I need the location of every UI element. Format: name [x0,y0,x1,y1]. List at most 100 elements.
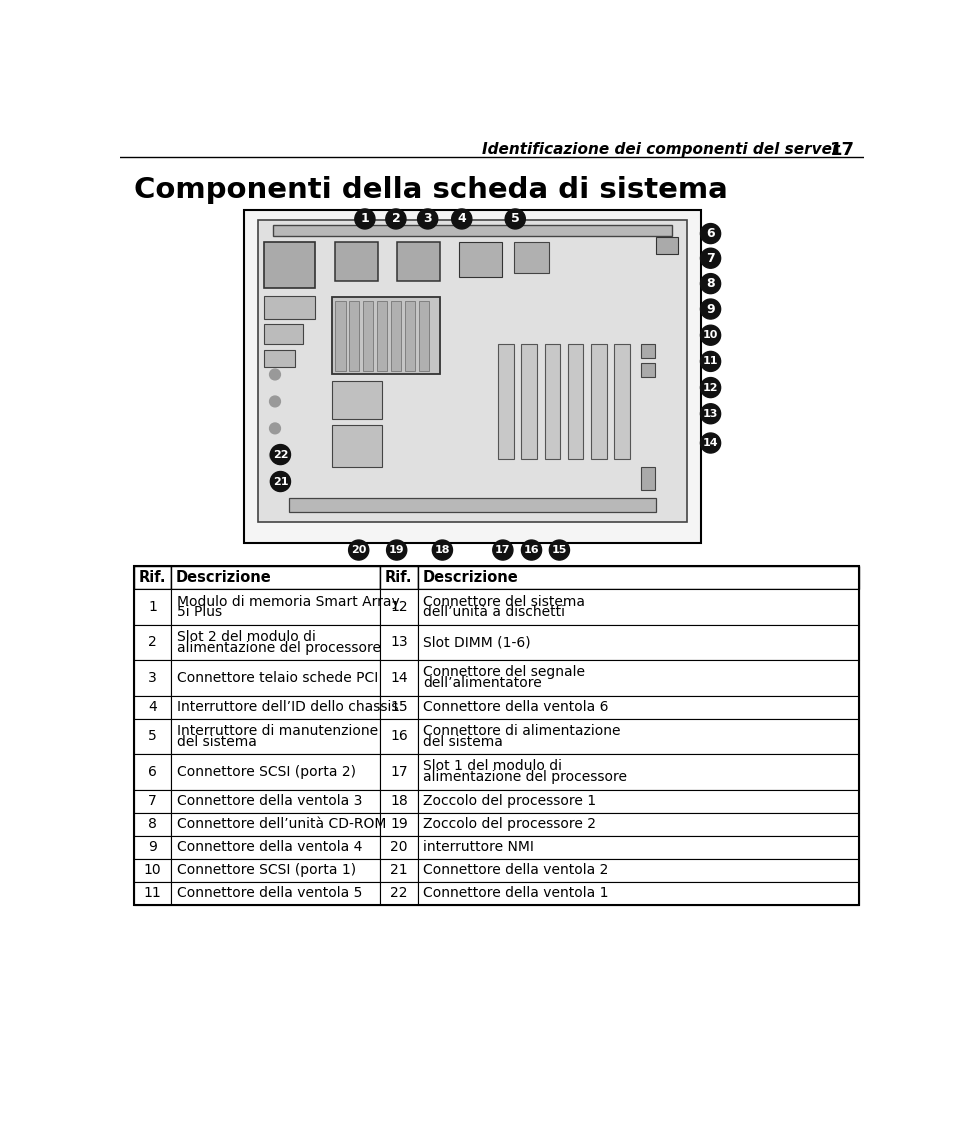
Text: alimentazione del processore: alimentazione del processore [423,770,627,784]
Circle shape [270,396,280,406]
Circle shape [701,273,721,294]
Circle shape [701,404,721,423]
Text: 10: 10 [703,330,718,340]
Circle shape [701,434,721,453]
Text: 10: 10 [144,864,161,877]
Text: 18: 18 [435,545,450,555]
Bar [134,719,171,754]
Text: del sistema: del sistema [177,735,256,749]
Bar [331,380,382,419]
Bar [641,363,655,377]
Text: Connettore della ventola 6: Connettore della ventola 6 [423,700,609,715]
Text: Connettore SCSI (porta 1): Connettore SCSI (porta 1) [177,864,356,877]
Bar [380,859,418,882]
Bar [134,625,171,660]
Text: Identificazione dei componenti del server: Identificazione dei componenti del serve… [482,142,840,157]
Bar [134,754,171,790]
Bar [392,300,401,371]
Text: 3: 3 [148,671,156,685]
Bar [349,300,359,371]
Text: Slot 2 del modulo di: Slot 2 del modulo di [177,630,316,644]
Bar [171,660,380,695]
Bar [498,344,514,460]
Bar [171,882,380,905]
Bar [418,625,859,660]
Bar [418,719,859,754]
Text: Connettore della ventola 1: Connettore della ventola 1 [423,887,609,900]
Text: interruttore NMI: interruttore NMI [423,840,534,855]
Bar [264,242,315,288]
Bar [134,660,171,695]
Bar [134,567,859,905]
Circle shape [270,369,280,380]
Text: 12: 12 [390,600,408,615]
Bar [377,300,388,371]
Text: 2: 2 [148,635,156,650]
Text: Slot DIMM (1-6): Slot DIMM (1-6) [423,635,531,650]
Text: Slot 1 del modulo di: Slot 1 del modulo di [423,759,562,774]
Text: del sistema: del sistema [423,735,503,749]
Text: dell’alimentatore: dell’alimentatore [423,676,541,691]
Bar [380,567,418,589]
Text: 19: 19 [389,545,404,555]
Bar [418,813,859,835]
Text: 8: 8 [148,817,157,831]
Circle shape [270,450,280,461]
Bar [380,754,418,790]
Circle shape [271,471,291,492]
Circle shape [452,209,472,229]
Text: 5i Plus: 5i Plus [177,605,222,619]
Circle shape [701,223,721,244]
Text: Zoccolo del processore 1: Zoccolo del processore 1 [423,794,596,808]
Text: 21: 21 [273,477,288,487]
Circle shape [386,209,406,229]
Circle shape [521,541,541,560]
Bar [614,344,630,460]
Text: Connettore telaio schede PCI: Connettore telaio schede PCI [177,671,378,685]
Text: 13: 13 [703,409,718,419]
Bar [591,344,607,460]
Bar [657,238,678,255]
Bar [134,790,171,813]
Text: 7: 7 [148,794,156,808]
Bar [521,344,537,460]
Bar [335,300,346,371]
Circle shape [701,248,721,269]
Text: 5: 5 [148,729,156,743]
Text: 17: 17 [495,545,511,555]
Text: Connettore della ventola 2: Connettore della ventola 2 [423,864,609,877]
Bar [380,835,418,859]
Text: 19: 19 [390,817,408,831]
Bar [420,300,429,371]
Bar [380,695,418,719]
Bar [418,754,859,790]
Bar [258,221,687,521]
Bar [568,344,584,460]
Bar [134,813,171,835]
Bar [380,625,418,660]
Bar [264,296,315,319]
Bar [460,242,502,277]
Circle shape [701,299,721,319]
Text: Connettore di alimentazione: Connettore di alimentazione [423,724,620,739]
Text: 17: 17 [390,765,408,778]
Text: Modulo di memoria Smart Array: Modulo di memoria Smart Array [177,595,399,609]
Text: alimentazione del processore: alimentazione del processore [177,641,380,654]
Bar [418,660,859,695]
Circle shape [432,541,452,560]
Bar [264,349,295,366]
Bar [171,695,380,719]
Text: 14: 14 [390,671,408,685]
Text: 6: 6 [148,765,157,778]
Text: 17: 17 [829,141,854,158]
Text: 1: 1 [148,600,157,615]
Circle shape [387,541,407,560]
Bar [171,589,380,625]
Text: Connettore della ventola 4: Connettore della ventola 4 [177,840,362,855]
Bar [380,660,418,695]
Text: Descrizione: Descrizione [422,570,518,585]
Text: Interruttore di manutenzione: Interruttore di manutenzione [177,724,377,739]
Bar [171,719,380,754]
Circle shape [492,541,513,560]
Bar [171,859,380,882]
